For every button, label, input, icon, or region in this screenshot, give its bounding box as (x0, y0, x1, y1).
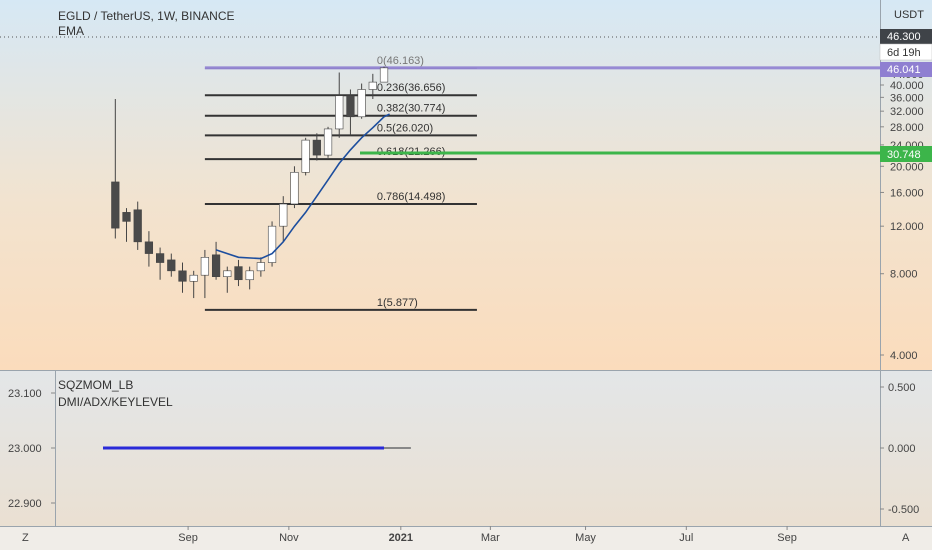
candle-body[interactable] (368, 81, 377, 90)
price-tick-label: 16.000 (890, 187, 924, 199)
right-tick-label: -0.500 (888, 504, 919, 516)
candle-body[interactable] (323, 128, 333, 156)
candle-body[interactable] (267, 225, 277, 263)
candle-body[interactable] (379, 67, 389, 83)
candle-body[interactable] (357, 89, 366, 118)
current-price-value: 46.300 (887, 31, 921, 43)
current-price-tag (880, 29, 932, 44)
fib-level-label: 0.786(14.498) (377, 191, 446, 203)
candle-body[interactable] (111, 181, 120, 229)
candle-body[interactable] (290, 171, 299, 205)
fib-level-label: 0(46.163) (377, 55, 424, 67)
price-axis[interactable]: 4.0008.00012.00016.00020.00024.00028.000… (880, 69, 924, 362)
auto-scale-button[interactable]: A (902, 532, 910, 544)
price-tick-label: 36.000 (890, 92, 924, 104)
current-price-band (204, 66, 880, 70)
sqzmom-indicator-label[interactable]: SQZMOM_LB (58, 378, 133, 392)
main-pane-background (0, 0, 932, 370)
time-axis[interactable]: Sep Nov 2021 Mar May Jul Sep (178, 526, 797, 544)
candle-body[interactable] (312, 139, 321, 156)
countdown-tag (879, 43, 932, 61)
time-tick-label: Nov (279, 532, 299, 544)
symbol-title: EGLD / TetherUS, 1W, BINANCE (58, 9, 235, 23)
time-tick-label: 2021 (389, 532, 413, 544)
candle-body[interactable] (346, 95, 355, 118)
ema-price-tag (880, 62, 932, 77)
fib-retracement[interactable]: 0(46.163) 0.236(36.656) 0.382(30.774) 0.5(2… (204, 55, 880, 311)
price-tick-label: 4.000 (890, 350, 918, 362)
candle-body[interactable] (245, 270, 254, 281)
candlestick-series[interactable] (111, 66, 389, 299)
left-tick-label: 22.900 (8, 498, 42, 510)
candle-body[interactable] (155, 253, 165, 263)
price-tick-label: 32.000 (890, 106, 924, 118)
candle-body[interactable] (167, 259, 176, 272)
candle-body[interactable] (189, 274, 198, 282)
candle-body[interactable] (335, 95, 344, 130)
candle-body[interactable] (234, 266, 243, 281)
price-tick-label: 20.000 (890, 161, 924, 173)
left-tick-label: 23.000 (8, 443, 42, 455)
fib-level-label: 0.5(26.020) (377, 122, 433, 134)
lower-indicator-pane[interactable]: 23.100 23.000 22.900 0.500 0.000 -0.500 (8, 382, 919, 516)
candle-body[interactable] (256, 262, 265, 272)
candle-body[interactable] (144, 241, 154, 254)
price-tick-label: 12.000 (890, 221, 924, 233)
candle-body[interactable] (301, 139, 310, 173)
candle-body[interactable] (178, 270, 187, 282)
candle-body[interactable] (279, 203, 288, 227)
key-level-value: 30.748 (887, 149, 921, 161)
currency-label: USDT (894, 9, 924, 21)
fib-level-label: 0.236(36.656) (377, 82, 446, 94)
candle-body[interactable] (200, 257, 209, 276)
candle-body[interactable] (122, 212, 131, 222)
fib-level-label: 1(5.877) (377, 297, 418, 309)
dmi-indicator-label[interactable]: DMI/ADX/KEYLEVEL (58, 395, 173, 409)
time-axis-bar (0, 526, 932, 550)
time-tick-label: Sep (178, 532, 198, 544)
ema-price-value: 46.041 (887, 64, 921, 76)
time-tick-label: Jul (679, 532, 693, 544)
auto-zoom-button[interactable]: Z (22, 532, 29, 544)
countdown-value: 6d 19h (887, 47, 921, 59)
right-tick-label: 0.000 (888, 443, 916, 455)
key-level-tag (880, 146, 932, 162)
price-tick-label: 8.000 (890, 269, 918, 281)
fib-level-label: 0.382(30.774) (377, 103, 446, 115)
price-tick-label: 28.000 (890, 122, 924, 134)
ema-indicator-label[interactable]: EMA (58, 24, 84, 38)
ema-line[interactable] (215, 113, 390, 260)
left-tick-label: 23.100 (8, 388, 42, 400)
candle-body[interactable] (211, 254, 221, 277)
right-tick-label: 0.500 (888, 382, 916, 394)
candle-body[interactable] (223, 270, 232, 277)
price-tick-label: 40.000 (890, 80, 924, 92)
time-tick-label: Sep (777, 532, 797, 544)
candle-body[interactable] (133, 209, 142, 243)
time-tick-label: Mar (481, 532, 500, 544)
time-tick-label: May (575, 532, 596, 544)
